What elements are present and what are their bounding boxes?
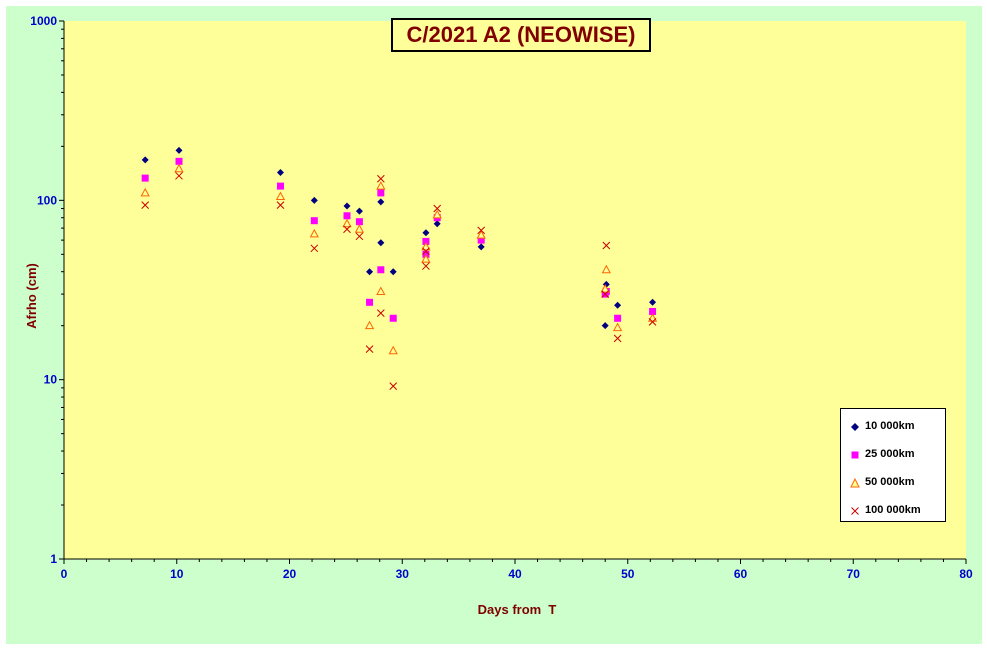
- data-point-diamond: [477, 243, 485, 251]
- legend-label: 10 000km: [865, 420, 915, 432]
- x-tick-label: 40: [508, 567, 522, 581]
- x-axis-title: Days from T: [478, 602, 557, 617]
- data-point-x: [141, 201, 150, 210]
- x-tick-label: 60: [734, 567, 748, 581]
- x-tick-label: 50: [621, 567, 635, 581]
- data-point-diamond: [601, 322, 609, 330]
- data-point-diamond: [343, 202, 351, 210]
- legend-item-50000km: 50 000km: [841, 469, 945, 497]
- x-tick-label: 10: [170, 567, 184, 581]
- data-point-diamond: [310, 196, 318, 204]
- data-point-diamond: [366, 268, 374, 276]
- data-point-triangle: [309, 228, 319, 238]
- data-point-square: [141, 174, 149, 182]
- legend-item-25000km: 25 000km: [841, 441, 945, 469]
- data-point-x: [602, 241, 611, 250]
- data-point-x: [389, 382, 398, 391]
- x-marker-icon: [851, 507, 859, 515]
- data-point-triangle: [600, 284, 610, 293]
- data-point-triangle: [432, 209, 442, 219]
- data-point-x: [613, 334, 622, 343]
- data-point-triangle: [421, 241, 431, 251]
- data-point-square: [377, 189, 385, 197]
- data-point-triangle: [388, 345, 398, 355]
- y-tick-label: 10: [44, 373, 58, 387]
- data-point-triangle: [601, 264, 611, 274]
- data-point-x: [422, 247, 430, 256]
- data-point-square: [649, 307, 657, 315]
- data-point-square: [276, 182, 284, 190]
- legend: 10 000km 25 000km 50 000km 100 000km: [840, 408, 946, 522]
- data-point-diamond: [433, 220, 441, 228]
- data-point-x: [310, 244, 319, 253]
- legend-label: 50 000km: [865, 476, 915, 488]
- x-tick-label: 30: [396, 567, 410, 581]
- data-point-diamond: [377, 198, 385, 206]
- square-marker-icon: [851, 451, 859, 459]
- legend-label: 25 000km: [865, 448, 915, 460]
- data-point-diamond: [389, 268, 397, 276]
- plot-background: [64, 21, 966, 559]
- y-tick-label: 1000: [30, 14, 57, 28]
- y-axis-title: Afrho (cm): [24, 263, 39, 329]
- data-point-x: [422, 262, 430, 270]
- data-point-x: [433, 204, 442, 213]
- data-point-x: [355, 232, 364, 241]
- data-point-triangle: [342, 218, 352, 228]
- data-point-x: [175, 171, 183, 180]
- data-point-triangle: [476, 230, 486, 239]
- chart-title-box: C/2021 A2 (NEOWISE): [391, 18, 651, 52]
- data-point-square: [310, 217, 318, 225]
- data-point-x: [648, 318, 657, 326]
- data-point-square: [389, 314, 397, 322]
- data-point-triangle: [376, 286, 386, 296]
- data-point-triangle: [364, 320, 375, 330]
- data-point-x: [477, 226, 486, 235]
- data-point-square: [422, 237, 430, 245]
- data-point-x: [365, 345, 374, 353]
- data-point-diamond: [377, 239, 385, 247]
- data-point-diamond: [355, 207, 363, 215]
- data-point-triangle: [421, 254, 431, 263]
- x-tick-label: 70: [847, 567, 861, 581]
- legend-label: 100 000km: [865, 504, 921, 516]
- data-point-diamond: [141, 156, 149, 164]
- data-point-triangle: [376, 181, 386, 190]
- data-point-square: [343, 212, 351, 220]
- data-point-square: [175, 157, 183, 165]
- data-point-diamond: [175, 146, 183, 154]
- data-point-square: [366, 298, 374, 306]
- y-tick-label: 1: [50, 552, 57, 566]
- legend-item-100000km: 100 000km: [841, 497, 945, 525]
- data-point-triangle: [174, 163, 184, 173]
- data-point-square: [377, 266, 385, 274]
- chart-title: C/2021 A2 (NEOWISE): [406, 22, 636, 47]
- data-point-diamond: [614, 301, 622, 309]
- data-point-diamond: [422, 229, 430, 237]
- x-tick-label: 80: [959, 567, 973, 581]
- data-point-x: [376, 309, 385, 317]
- data-point-x: [343, 225, 351, 234]
- x-tick-label: 20: [283, 567, 297, 581]
- data-point-square: [614, 314, 622, 322]
- triangle-marker-icon: [850, 477, 860, 488]
- data-point-triangle: [275, 191, 286, 201]
- data-point-triangle: [140, 187, 150, 197]
- data-point-x: [276, 201, 285, 210]
- legend-item-10000km: 10 000km: [841, 413, 945, 441]
- chart-area: 0 10 20 30 40 50 60 70 80 1 10 100 1000 Days from T …: [6, 6, 982, 644]
- data-point-diamond: [649, 298, 657, 306]
- data-point-square: [477, 236, 485, 244]
- data-point-triangle: [354, 224, 365, 233]
- x-tick-label: 0: [61, 567, 68, 581]
- data-point-square: [355, 218, 363, 226]
- data-point-x: [601, 290, 610, 298]
- diamond-marker-icon: [851, 423, 859, 431]
- data-point-triangle: [612, 322, 623, 332]
- y-tick-label: 100: [37, 193, 57, 207]
- data-point-x: [376, 174, 385, 183]
- data-point-diamond: [276, 168, 284, 176]
